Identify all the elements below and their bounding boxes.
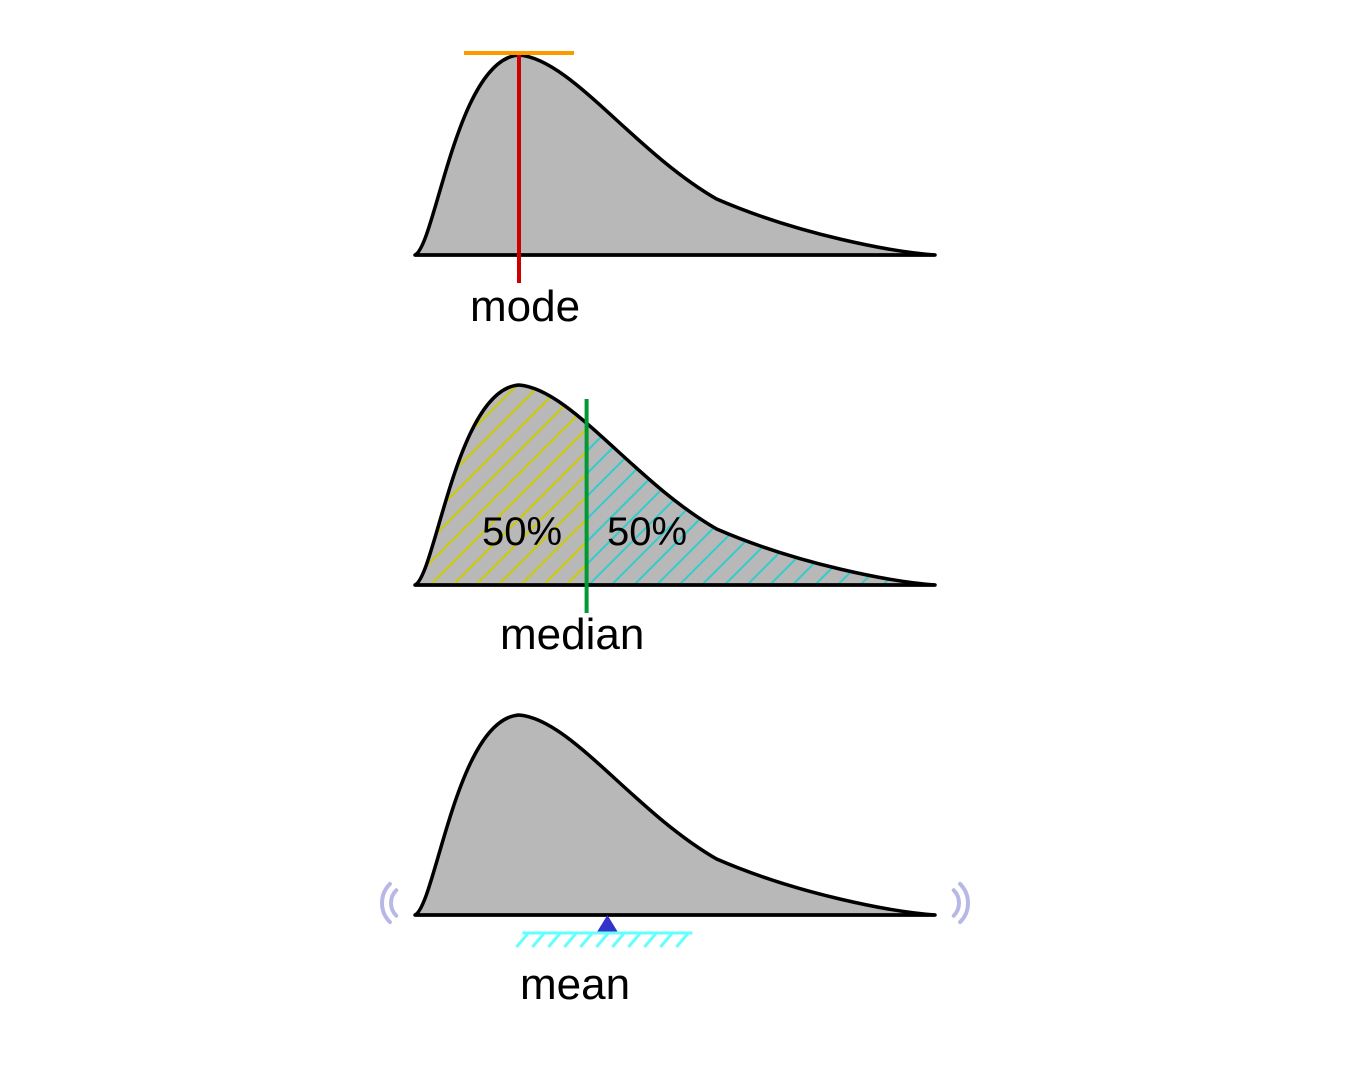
left-pct-label: 50% [482,510,562,555]
mode-label: mode [385,282,985,332]
panel-mode: mode [385,50,985,350]
panel-mean: mean [385,710,985,1010]
mean-label: mean [385,960,985,1010]
median-label: median [385,610,985,660]
right-pct-label: 50% [607,510,687,555]
panel-median: 50% 50% median [385,380,985,680]
